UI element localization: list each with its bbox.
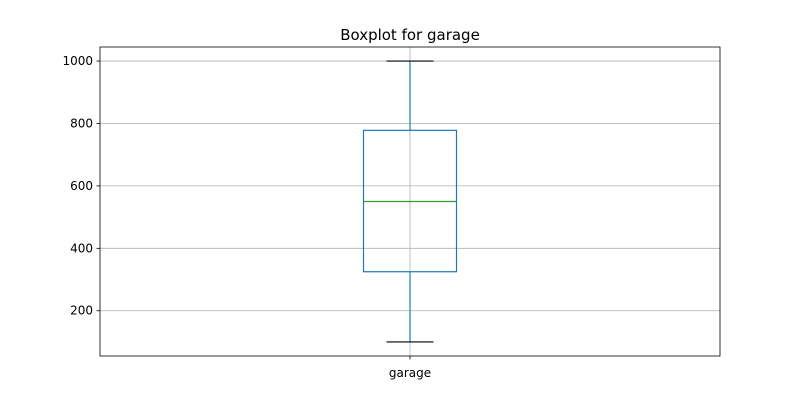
chart-title: Boxplot for garage bbox=[340, 26, 480, 44]
boxes bbox=[362, 60, 458, 343]
y-tick-label: 600 bbox=[70, 179, 93, 193]
ticks: 200 400 600 800 1000 garage bbox=[62, 54, 431, 380]
y-tick-label: 200 bbox=[70, 304, 93, 318]
y-tick-label: 1000 bbox=[62, 54, 93, 68]
x-tick-label: garage bbox=[389, 366, 431, 380]
y-tick-label: 800 bbox=[70, 116, 93, 130]
y-tick-label: 400 bbox=[70, 241, 93, 255]
